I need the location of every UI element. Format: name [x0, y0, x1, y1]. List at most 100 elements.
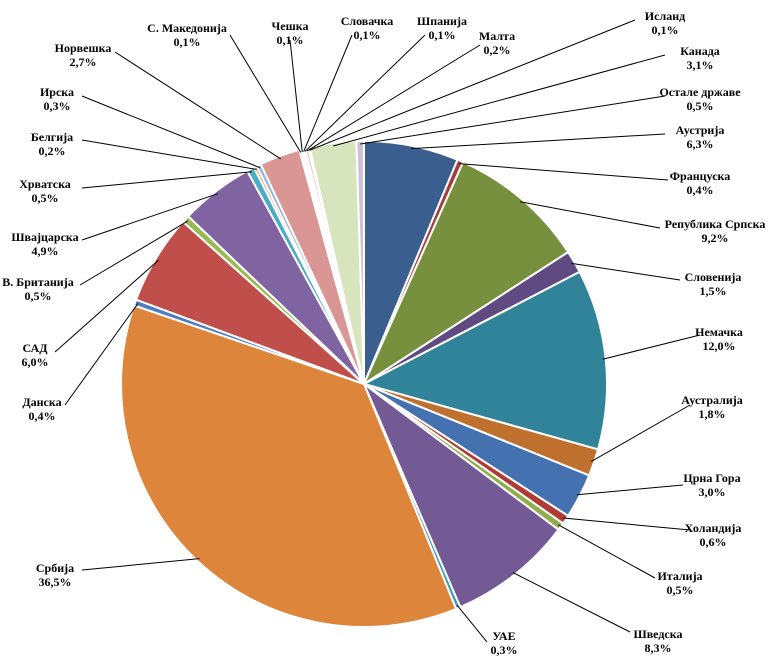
slice-label-name: Србија — [36, 561, 74, 575]
slice-label: САД 6,0% — [22, 341, 49, 369]
slice-label-name: Шпанија — [417, 14, 467, 28]
slice-label-name: Шведска — [634, 627, 683, 641]
slice-label: Хрватска 0,5% — [19, 177, 71, 205]
slice-label: Француска 0,4% — [670, 169, 731, 197]
slice-label-name: Швајцарска — [11, 230, 78, 244]
slice-label-value: 0,4% — [687, 183, 714, 197]
slice-label: Чешка 0,1% — [272, 19, 309, 47]
slice-label-value: 8,3% — [645, 641, 672, 655]
slice-label-value: 0,1% — [652, 23, 679, 37]
slice-label: Република Српска 9,2% — [665, 217, 766, 245]
leader-line — [229, 34, 302, 153]
leader-line — [590, 404, 691, 463]
slice-label: Ирска 0,3% — [40, 85, 74, 113]
slice-label-value: 0,3% — [44, 99, 71, 113]
slice-label-name: Република Српска — [665, 217, 766, 231]
leader-line — [571, 262, 681, 281]
slice-label-value: 36,5% — [39, 575, 72, 589]
slice-label: Холандија 0,6% — [685, 521, 742, 549]
leader-line — [512, 571, 631, 633]
leader-line — [456, 604, 488, 643]
slice-label: УАЕ 0,3% — [491, 629, 518, 657]
slice-label-value: 2,7% — [70, 55, 97, 69]
slice-label-name: Словенија — [685, 270, 742, 284]
pie-slice — [361, 380, 560, 609]
leader-line — [114, 51, 282, 160]
leader-line — [558, 524, 656, 579]
slice-label: Црна Гора 3,0% — [683, 471, 740, 499]
leader-line — [79, 220, 189, 286]
slice-label: В. Британија 0,5% — [2, 275, 73, 303]
leader-line — [459, 163, 669, 181]
slice-label-name: Хрватска — [19, 177, 71, 191]
leader-line — [602, 334, 701, 360]
slice-labels: Аустрија 6,3% Француска 0,4% Република Српск… — [2, 9, 765, 657]
slice-label: Аустрија 6,3% — [676, 123, 725, 151]
slice-label-value: 0,5% — [32, 191, 59, 205]
leader-line — [411, 133, 666, 150]
slice-label-name: Аустралија — [681, 393, 743, 407]
slice-label-name: С. Македонија — [147, 21, 227, 35]
leader-line — [304, 34, 426, 152]
slice-label-value: 0,1% — [277, 33, 304, 47]
slice-label: Исланд 0,1% — [645, 9, 685, 37]
slice-label-value: 3,1% — [687, 58, 714, 72]
slice-label-name: Чешка — [272, 19, 309, 33]
slice-label-name: Норвешка — [55, 41, 112, 55]
leader-lines — [54, 19, 701, 643]
slice-label-value: 0,1% — [429, 28, 456, 42]
slice-label-name: САД — [23, 341, 49, 355]
slice-label: Белгија 0,2% — [31, 130, 73, 158]
slice-label-value: 0,1% — [174, 35, 201, 49]
slice-label: Србија 36,5% — [36, 561, 74, 589]
slice-label: С. Македонија 0,1% — [147, 21, 227, 49]
leader-line — [289, 39, 303, 153]
slice-label-name: Црна Гора — [683, 471, 740, 485]
slice-label-name: Словачка — [341, 14, 394, 28]
slice-label-value: 12,0% — [703, 339, 736, 353]
slice-label: Словачка 0,1% — [341, 14, 394, 42]
slice-label: Аустралија 1,8% — [681, 393, 743, 421]
slice-label-name: Остале државе — [659, 85, 741, 99]
slice-label-name: Малта — [479, 29, 515, 43]
slice-label-name: Ирска — [40, 85, 74, 99]
slice-label-name: Данска — [22, 395, 61, 409]
slice-label-value: 0,5% — [687, 99, 714, 113]
leader-line — [81, 139, 257, 170]
slice-label-value: 0,4% — [29, 409, 56, 423]
leader-line — [360, 95, 666, 145]
leader-line — [576, 484, 684, 496]
leader-line — [64, 303, 139, 406]
slice-label-value: 0,3% — [491, 643, 518, 657]
slice-label: Норвешка 2,7% — [55, 41, 112, 69]
slice-label-value: 0,5% — [667, 583, 694, 597]
slice-label-value: 9,2% — [702, 231, 729, 245]
slice-label: Швајцарска 4,9% — [11, 230, 78, 258]
slice-label-value: 0,5% — [25, 289, 52, 303]
leader-line — [81, 171, 252, 189]
slice-label-value: 0,6% — [700, 535, 727, 549]
slice-label-name: Аустрија — [676, 123, 725, 137]
slice-label-value: 0,1% — [354, 28, 381, 42]
slice-label-value: 1,5% — [700, 284, 727, 298]
slice-label-value: 4,9% — [32, 244, 59, 258]
slice-label-value: 3,0% — [699, 485, 726, 499]
slice-label-value: 0,2% — [484, 43, 511, 57]
slice-label: Канада 3,1% — [680, 44, 720, 72]
slice-label-value: 6,0% — [22, 355, 49, 369]
leader-line — [520, 201, 661, 229]
leader-line — [309, 19, 636, 151]
leader-line — [81, 95, 261, 169]
leader-line — [303, 34, 353, 152]
slice-label-value: 6,3% — [687, 137, 714, 151]
leader-line — [307, 44, 481, 152]
slice-label: Немачка 12,0% — [695, 325, 743, 353]
leader-line — [81, 558, 200, 571]
slice-label-name: В. Британија — [2, 275, 73, 289]
slice-label: Шведска 8,3% — [634, 627, 683, 655]
leader-line — [563, 517, 691, 531]
leader-line — [81, 193, 218, 241]
slice-label-value: 0,2% — [39, 144, 66, 158]
